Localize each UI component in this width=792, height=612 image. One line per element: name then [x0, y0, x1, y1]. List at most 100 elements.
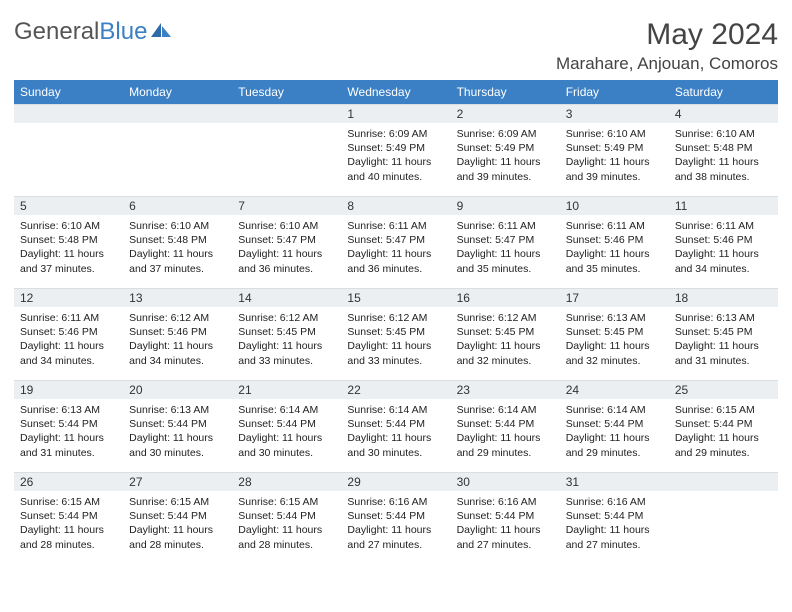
day-info: Sunrise: 6:15 AMSunset: 5:44 PMDaylight:…	[232, 492, 341, 556]
day-info: Sunrise: 6:11 AMSunset: 5:46 PMDaylight:…	[14, 308, 123, 372]
calendar-day-cell	[123, 104, 232, 196]
weekday-header: Wednesday	[341, 80, 450, 104]
day-number: 14	[232, 288, 341, 308]
day-info: Sunrise: 6:14 AMSunset: 5:44 PMDaylight:…	[232, 400, 341, 464]
calendar-week-row: 1Sunrise: 6:09 AMSunset: 5:49 PMDaylight…	[14, 104, 778, 196]
day-info: Sunrise: 6:12 AMSunset: 5:45 PMDaylight:…	[451, 308, 560, 372]
day-number-empty	[123, 104, 232, 124]
brand-sail-icon	[149, 18, 175, 46]
calendar-day-cell: 12Sunrise: 6:11 AMSunset: 5:46 PMDayligh…	[14, 288, 123, 380]
day-number: 7	[232, 196, 341, 216]
day-info: Sunrise: 6:13 AMSunset: 5:44 PMDaylight:…	[14, 400, 123, 464]
location: Marahare, Anjouan, Comoros	[556, 54, 778, 74]
day-info: Sunrise: 6:12 AMSunset: 5:46 PMDaylight:…	[123, 308, 232, 372]
calendar-day-cell: 23Sunrise: 6:14 AMSunset: 5:44 PMDayligh…	[451, 380, 560, 472]
brand-part2: Blue	[99, 18, 147, 46]
day-number: 22	[341, 380, 450, 400]
calendar-day-cell: 9Sunrise: 6:11 AMSunset: 5:47 PMDaylight…	[451, 196, 560, 288]
day-info: Sunrise: 6:13 AMSunset: 5:45 PMDaylight:…	[560, 308, 669, 372]
day-info: Sunrise: 6:16 AMSunset: 5:44 PMDaylight:…	[451, 492, 560, 556]
day-number: 19	[14, 380, 123, 400]
calendar-day-cell	[14, 104, 123, 196]
day-number: 8	[341, 196, 450, 216]
day-info: Sunrise: 6:11 AMSunset: 5:47 PMDaylight:…	[341, 216, 450, 280]
calendar-day-cell: 5Sunrise: 6:10 AMSunset: 5:48 PMDaylight…	[14, 196, 123, 288]
day-info: Sunrise: 6:11 AMSunset: 5:46 PMDaylight:…	[669, 216, 778, 280]
day-info: Sunrise: 6:10 AMSunset: 5:48 PMDaylight:…	[123, 216, 232, 280]
brand-part1: General	[14, 18, 99, 46]
header: GeneralBlue May 2024 Marahare, Anjouan, …	[14, 18, 778, 74]
calendar-day-cell: 22Sunrise: 6:14 AMSunset: 5:44 PMDayligh…	[341, 380, 450, 472]
month-title: May 2024	[556, 18, 778, 52]
calendar-day-cell	[232, 104, 341, 196]
title-block: May 2024 Marahare, Anjouan, Comoros	[556, 18, 778, 74]
day-number-empty	[232, 104, 341, 124]
calendar-table: SundayMondayTuesdayWednesdayThursdayFrid…	[14, 80, 778, 564]
calendar-day-cell: 2Sunrise: 6:09 AMSunset: 5:49 PMDaylight…	[451, 104, 560, 196]
day-info: Sunrise: 6:16 AMSunset: 5:44 PMDaylight:…	[560, 492, 669, 556]
day-info: Sunrise: 6:09 AMSunset: 5:49 PMDaylight:…	[451, 124, 560, 188]
day-number: 29	[341, 472, 450, 492]
calendar-day-cell: 1Sunrise: 6:09 AMSunset: 5:49 PMDaylight…	[341, 104, 450, 196]
calendar-week-row: 26Sunrise: 6:15 AMSunset: 5:44 PMDayligh…	[14, 472, 778, 564]
day-info: Sunrise: 6:10 AMSunset: 5:48 PMDaylight:…	[669, 124, 778, 188]
calendar-day-cell: 17Sunrise: 6:13 AMSunset: 5:45 PMDayligh…	[560, 288, 669, 380]
day-number: 25	[669, 380, 778, 400]
calendar-day-cell: 6Sunrise: 6:10 AMSunset: 5:48 PMDaylight…	[123, 196, 232, 288]
calendar-week-row: 12Sunrise: 6:11 AMSunset: 5:46 PMDayligh…	[14, 288, 778, 380]
calendar-day-cell: 30Sunrise: 6:16 AMSunset: 5:44 PMDayligh…	[451, 472, 560, 564]
day-info: Sunrise: 6:15 AMSunset: 5:44 PMDaylight:…	[123, 492, 232, 556]
calendar-day-cell: 24Sunrise: 6:14 AMSunset: 5:44 PMDayligh…	[560, 380, 669, 472]
day-info: Sunrise: 6:10 AMSunset: 5:47 PMDaylight:…	[232, 216, 341, 280]
day-info: Sunrise: 6:14 AMSunset: 5:44 PMDaylight:…	[341, 400, 450, 464]
calendar-day-cell: 8Sunrise: 6:11 AMSunset: 5:47 PMDaylight…	[341, 196, 450, 288]
day-number: 20	[123, 380, 232, 400]
calendar-day-cell: 27Sunrise: 6:15 AMSunset: 5:44 PMDayligh…	[123, 472, 232, 564]
calendar-day-cell: 14Sunrise: 6:12 AMSunset: 5:45 PMDayligh…	[232, 288, 341, 380]
day-info: Sunrise: 6:09 AMSunset: 5:49 PMDaylight:…	[341, 124, 450, 188]
calendar-day-cell: 4Sunrise: 6:10 AMSunset: 5:48 PMDaylight…	[669, 104, 778, 196]
day-info: Sunrise: 6:13 AMSunset: 5:45 PMDaylight:…	[669, 308, 778, 372]
weekday-header: Saturday	[669, 80, 778, 104]
calendar-day-cell: 19Sunrise: 6:13 AMSunset: 5:44 PMDayligh…	[14, 380, 123, 472]
day-number: 9	[451, 196, 560, 216]
day-number: 2	[451, 104, 560, 124]
day-info: Sunrise: 6:14 AMSunset: 5:44 PMDaylight:…	[560, 400, 669, 464]
day-info: Sunrise: 6:13 AMSunset: 5:44 PMDaylight:…	[123, 400, 232, 464]
day-number: 21	[232, 380, 341, 400]
day-number: 11	[669, 196, 778, 216]
calendar-day-cell: 11Sunrise: 6:11 AMSunset: 5:46 PMDayligh…	[669, 196, 778, 288]
day-info: Sunrise: 6:15 AMSunset: 5:44 PMDaylight:…	[14, 492, 123, 556]
day-number: 31	[560, 472, 669, 492]
day-info: Sunrise: 6:15 AMSunset: 5:44 PMDaylight:…	[669, 400, 778, 464]
calendar-day-cell: 21Sunrise: 6:14 AMSunset: 5:44 PMDayligh…	[232, 380, 341, 472]
weekday-header: Friday	[560, 80, 669, 104]
calendar-day-cell: 31Sunrise: 6:16 AMSunset: 5:44 PMDayligh…	[560, 472, 669, 564]
weekday-header: Sunday	[14, 80, 123, 104]
day-info: Sunrise: 6:10 AMSunset: 5:49 PMDaylight:…	[560, 124, 669, 188]
calendar-day-cell: 28Sunrise: 6:15 AMSunset: 5:44 PMDayligh…	[232, 472, 341, 564]
day-info: Sunrise: 6:10 AMSunset: 5:48 PMDaylight:…	[14, 216, 123, 280]
calendar-week-row: 5Sunrise: 6:10 AMSunset: 5:48 PMDaylight…	[14, 196, 778, 288]
day-number: 17	[560, 288, 669, 308]
day-number: 1	[341, 104, 450, 124]
day-number-empty	[14, 104, 123, 124]
calendar-day-cell: 16Sunrise: 6:12 AMSunset: 5:45 PMDayligh…	[451, 288, 560, 380]
day-number: 30	[451, 472, 560, 492]
day-number: 16	[451, 288, 560, 308]
calendar-week-row: 19Sunrise: 6:13 AMSunset: 5:44 PMDayligh…	[14, 380, 778, 472]
weekday-header: Monday	[123, 80, 232, 104]
day-number: 27	[123, 472, 232, 492]
day-info: Sunrise: 6:14 AMSunset: 5:44 PMDaylight:…	[451, 400, 560, 464]
day-number: 26	[14, 472, 123, 492]
weekday-header: Thursday	[451, 80, 560, 104]
calendar-day-cell: 15Sunrise: 6:12 AMSunset: 5:45 PMDayligh…	[341, 288, 450, 380]
calendar-day-cell: 3Sunrise: 6:10 AMSunset: 5:49 PMDaylight…	[560, 104, 669, 196]
day-number: 15	[341, 288, 450, 308]
day-number: 18	[669, 288, 778, 308]
weekday-header-row: SundayMondayTuesdayWednesdayThursdayFrid…	[14, 80, 778, 104]
day-number: 5	[14, 196, 123, 216]
calendar-day-cell: 7Sunrise: 6:10 AMSunset: 5:47 PMDaylight…	[232, 196, 341, 288]
day-number: 4	[669, 104, 778, 124]
calendar-day-cell: 20Sunrise: 6:13 AMSunset: 5:44 PMDayligh…	[123, 380, 232, 472]
